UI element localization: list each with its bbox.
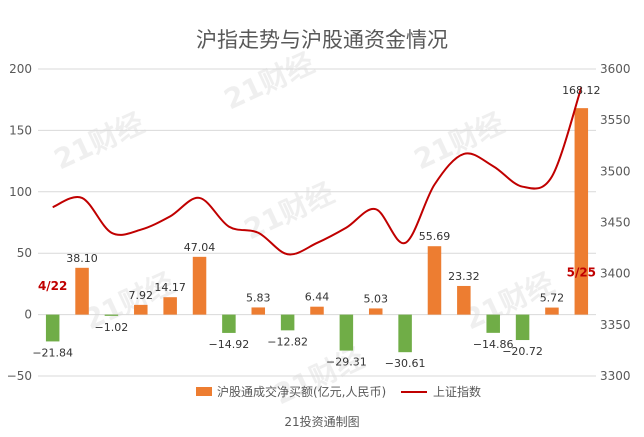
data-label: 168.12 [562, 84, 601, 97]
y-right-tick-label: 3450 [600, 216, 631, 230]
chart-source: 21投资通制图 [284, 414, 359, 429]
y-left-tick-label: 200 [9, 62, 32, 76]
bar [545, 307, 559, 315]
y-right-tick-label: 3600 [600, 62, 631, 76]
data-label: 14.17 [154, 281, 186, 294]
y-right-tick-label: 3350 [600, 318, 631, 332]
data-label: −21.84 [32, 346, 73, 359]
data-label: 55.69 [419, 230, 451, 243]
watermark-text: 21财经 [49, 106, 149, 176]
data-label: −1.02 [95, 321, 129, 334]
data-label: 5.03 [363, 292, 388, 305]
y-left-tick-label: 50 [17, 246, 32, 260]
bar [515, 314, 530, 341]
legend: 沪股通成交净买额(亿元,人民币) 上证指数 [196, 384, 481, 399]
bar [75, 267, 89, 315]
bar-series [45, 108, 589, 353]
y-left-tick-label: 0 [24, 308, 32, 322]
data-label: 6.44 [305, 291, 330, 304]
bar [368, 308, 383, 315]
y-left-tick-label: 150 [9, 123, 32, 137]
date-annotation: 5/25 [567, 266, 596, 280]
index-line [52, 87, 583, 256]
bar [192, 256, 207, 315]
legend-label-bar: 沪股通成交净买额(亿元,人民币) [217, 384, 386, 399]
bar [134, 304, 148, 315]
bar [427, 246, 442, 315]
legend-label-line: 上证指数 [433, 384, 481, 399]
bar [163, 297, 177, 315]
y-right-tick-label: 3500 [600, 164, 631, 178]
bar [398, 314, 412, 353]
data-label: 7.92 [129, 289, 154, 302]
data-label: −14.92 [209, 338, 250, 351]
date-annotation: 4/22 [38, 279, 67, 293]
data-label: −12.82 [267, 335, 308, 348]
data-label: 5.72 [540, 292, 565, 305]
data-label: −30.61 [385, 357, 426, 370]
bar [457, 285, 471, 315]
bar [280, 314, 295, 331]
y-right-tick-label: 3550 [600, 113, 631, 127]
bar [339, 314, 354, 351]
chart-title: 沪指走势与沪股通资金情况 [196, 28, 448, 52]
watermark-text: 21财经 [219, 46, 319, 116]
legend-swatch-bar [196, 387, 212, 396]
bar [310, 306, 324, 315]
y-right-tick-label: 3400 [600, 267, 631, 281]
data-label: 38.10 [66, 252, 98, 265]
watermark-text: 21财经 [239, 176, 339, 246]
bar [222, 314, 236, 333]
data-label: 23.32 [448, 270, 480, 283]
bar [251, 307, 266, 315]
bar [574, 108, 589, 315]
bar [486, 314, 500, 333]
axes: 200 150 100 50 0 −50 3600 3550 3500 3450 3400 3350 3… [7, 62, 631, 383]
data-label: −20.72 [502, 345, 543, 358]
data-label: 47.04 [184, 241, 216, 254]
y-right-tick-label: 3300 [600, 369, 631, 383]
y-left-tick-label: −50 [7, 369, 32, 383]
data-label: −29.31 [326, 356, 367, 369]
bar [104, 314, 119, 316]
y-left-tick-label: 100 [9, 185, 32, 199]
data-label: −14.86 [473, 338, 514, 351]
bar [45, 314, 60, 342]
line-series [52, 87, 583, 256]
data-label: 5.83 [246, 291, 271, 304]
